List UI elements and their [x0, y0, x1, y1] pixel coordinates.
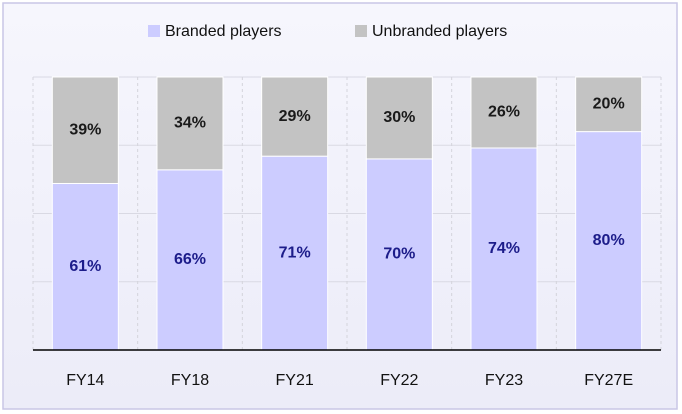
bar-segment	[365, 158, 433, 351]
value-label: 66%	[174, 251, 206, 268]
bar-segment	[575, 76, 643, 133]
value-label: 70%	[383, 246, 415, 263]
x-tick-label: FY22	[380, 372, 418, 389]
value-label: 34%	[174, 115, 206, 132]
bar-segment	[365, 76, 433, 160]
x-tick-label: FY18	[171, 372, 209, 389]
value-label: 39%	[69, 121, 101, 138]
bar-segment	[156, 76, 224, 171]
bar-segment	[470, 147, 538, 351]
value-label: 30%	[383, 109, 415, 126]
x-tick-label: FY27E	[584, 372, 633, 389]
legend-label: Branded players	[165, 23, 282, 40]
value-label: 74%	[488, 240, 520, 257]
value-label: 29%	[279, 108, 311, 125]
legend-swatch	[355, 25, 367, 37]
value-label: 71%	[279, 244, 311, 261]
x-tick-label: FY21	[276, 372, 314, 389]
value-label: 20%	[593, 96, 625, 113]
legend-label: Unbranded players	[372, 23, 507, 40]
bar-segment	[261, 76, 329, 157]
value-label: 80%	[593, 232, 625, 249]
x-tick-label: FY23	[485, 372, 523, 389]
legend-swatch	[148, 25, 160, 37]
bar-segment	[575, 131, 643, 351]
bar-segment	[51, 76, 119, 184]
x-tick-label: FY14	[66, 372, 104, 389]
bar-segment	[470, 76, 538, 149]
value-label: 61%	[69, 258, 101, 275]
value-label: 26%	[488, 104, 520, 121]
